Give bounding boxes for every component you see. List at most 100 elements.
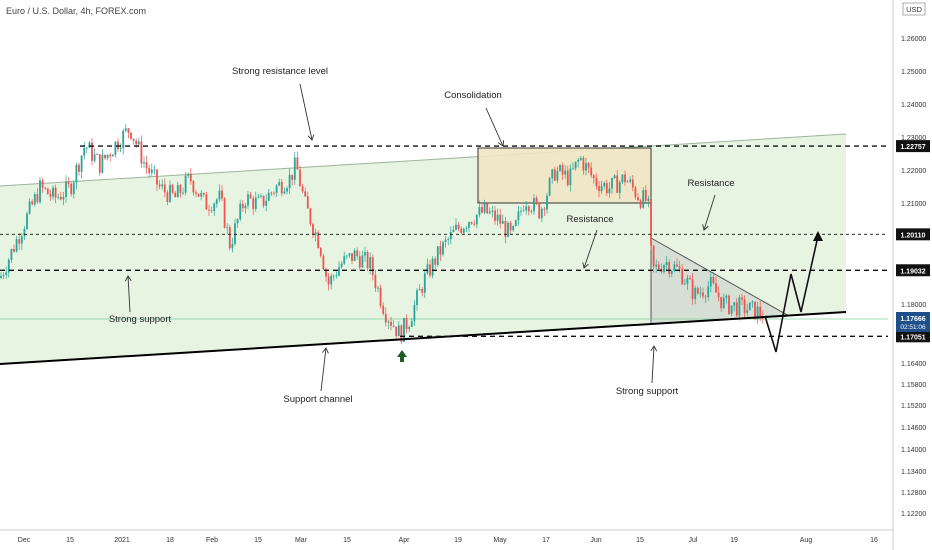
candle-body	[600, 186, 603, 192]
candle-body	[262, 195, 265, 206]
candle-body	[200, 193, 203, 197]
candle-body	[7, 259, 10, 273]
candle-body	[75, 164, 78, 183]
candle-body	[621, 174, 624, 183]
candle-body	[140, 141, 143, 164]
candle-body	[104, 154, 106, 159]
candle-body	[62, 196, 65, 200]
candle-body	[109, 154, 112, 157]
candle-body	[530, 211, 533, 213]
annotation-label: Strong support	[109, 314, 172, 325]
candle-body	[717, 292, 720, 297]
level-price-badge	[896, 330, 930, 343]
candle-body	[286, 188, 288, 192]
candle-body	[444, 239, 447, 243]
candle-body	[566, 170, 569, 186]
candle-body	[470, 222, 473, 224]
candle-body	[343, 256, 346, 264]
candle-body	[213, 203, 216, 212]
y-tick-label: 1.21000	[901, 201, 926, 208]
candle-body	[132, 138, 135, 141]
candle-body	[20, 236, 23, 244]
candle-body	[569, 168, 572, 186]
candle-body	[652, 245, 655, 267]
candle-body	[426, 264, 429, 274]
candle-body	[605, 182, 608, 194]
candle-body	[88, 142, 91, 148]
candle-body	[488, 211, 491, 214]
level-price-badge	[896, 140, 930, 153]
candle-body	[715, 283, 717, 293]
candle-body	[169, 184, 171, 202]
candle-body	[70, 183, 73, 195]
candle-body	[579, 157, 582, 161]
candle-body	[507, 222, 509, 237]
candle-body	[390, 321, 392, 326]
annotation-arrow	[320, 347, 327, 392]
y-tick-label: 1.13400	[901, 469, 926, 476]
currency-badge	[902, 2, 926, 16]
candle-body	[634, 187, 637, 198]
candle-body	[163, 184, 166, 193]
candle-body	[754, 301, 756, 320]
candle-body	[696, 288, 699, 294]
annotation-label: Resistance	[688, 178, 735, 189]
candle-body	[504, 221, 507, 237]
candle-body	[673, 264, 676, 271]
candle-body	[611, 178, 613, 189]
candle-body	[590, 167, 593, 176]
candle-body	[639, 200, 642, 208]
candle-body	[137, 141, 140, 145]
x-tick-label: Apr	[399, 537, 411, 544]
candle-body	[478, 207, 481, 215]
candle-body	[686, 278, 689, 284]
candle-body	[267, 192, 270, 201]
candle-body	[145, 162, 148, 168]
candle-body	[416, 290, 418, 305]
candle-body	[457, 224, 460, 229]
candle-body	[33, 194, 36, 205]
annotation-label: Strong resistance level	[232, 66, 328, 77]
candle-body	[572, 168, 574, 170]
candle-body	[332, 275, 335, 277]
candle-body	[325, 269, 327, 277]
arrow-head-icon	[497, 140, 505, 147]
candle-body	[574, 161, 577, 169]
candle-body	[642, 190, 645, 208]
candle-body	[106, 154, 109, 159]
candle-body	[135, 140, 138, 145]
candle-body	[39, 180, 41, 203]
x-tick-label: 2021	[114, 537, 130, 544]
support-trendline	[0, 311, 847, 365]
candle-body	[374, 275, 377, 289]
candle-body	[257, 196, 260, 198]
candle-body	[312, 224, 314, 235]
candle-body	[527, 206, 530, 212]
candle-body	[447, 239, 450, 240]
candle-body	[738, 297, 741, 316]
candle-body	[694, 288, 697, 299]
candle-body	[517, 211, 520, 221]
candle-body	[226, 227, 229, 228]
x-tick-label: 18	[166, 537, 174, 544]
annotation-label: Resistance	[567, 214, 614, 225]
arrow-head-icon	[813, 231, 823, 241]
candle-body	[585, 163, 587, 171]
candle-body	[192, 181, 195, 193]
candle-body	[28, 201, 31, 214]
candle-body	[644, 190, 647, 201]
candle-body	[676, 264, 678, 267]
candle-body	[577, 160, 580, 162]
x-tick-label: 16	[870, 537, 878, 544]
up-arrow-icon	[397, 350, 407, 362]
candle-body	[468, 222, 470, 228]
candle-body	[195, 192, 197, 194]
x-tick-label: Jul	[689, 537, 698, 544]
candle-body	[460, 228, 463, 233]
candle-body	[647, 198, 650, 201]
candle-body	[130, 132, 132, 139]
candle-body	[80, 155, 83, 172]
candle-body	[608, 188, 611, 194]
candle-body	[78, 164, 80, 172]
